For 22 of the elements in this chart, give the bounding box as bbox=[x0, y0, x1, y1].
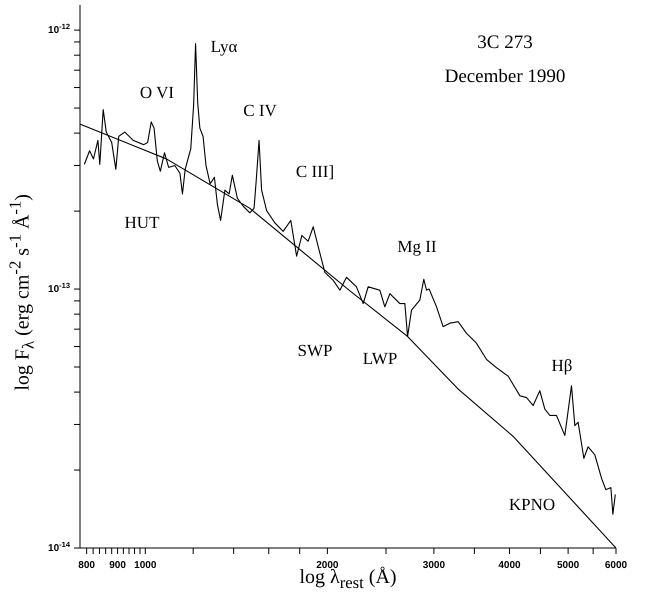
annotation: KPNO bbox=[508, 495, 556, 515]
x-tick-label: 800 bbox=[78, 560, 96, 571]
annotation: Hβ bbox=[550, 356, 574, 376]
annotation: C IV bbox=[242, 101, 278, 121]
x-tick-label: 1000 bbox=[134, 560, 157, 571]
text: 3C 273 bbox=[476, 31, 534, 55]
x-tick-label: 3000 bbox=[422, 560, 446, 571]
y-tick-label: 10$^{-12}$ bbox=[48, 22, 70, 36]
x-tick-label: 6000 bbox=[604, 560, 628, 571]
annotation: C III] bbox=[294, 162, 336, 182]
annotation: HUT bbox=[124, 213, 160, 233]
x-tick-label: 4000 bbox=[498, 560, 522, 571]
annotation: Mg II bbox=[396, 237, 438, 257]
x-tick-label: 900 bbox=[109, 560, 126, 571]
annotation: Lyα bbox=[210, 37, 238, 57]
y-tick-label: 10$^{-13}$ bbox=[48, 280, 70, 296]
x-tick-label: 5000 bbox=[556, 560, 580, 571]
annotation: LWP bbox=[362, 349, 398, 368]
annotation: SWP bbox=[298, 341, 332, 360]
annotation: O VI bbox=[138, 83, 176, 103]
text: December 1990 bbox=[444, 65, 566, 89]
y-tick-label: 10$^{-14}$ bbox=[48, 540, 71, 554]
